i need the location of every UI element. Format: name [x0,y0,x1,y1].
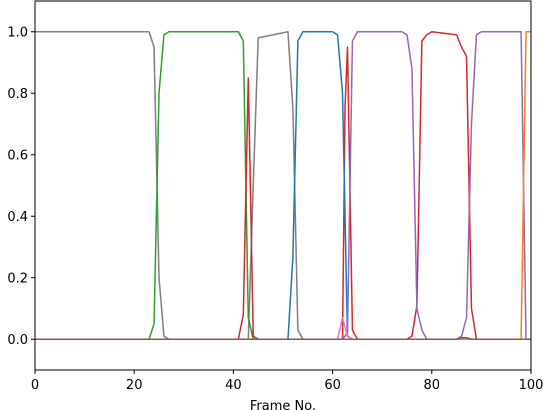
series-line-4 [35,31,531,340]
x-tick-label: 20 [126,378,143,393]
y-tick-label: 1.0 [7,25,28,40]
x-tick-label: 60 [324,378,341,393]
series-line-2 [35,31,531,340]
y-tick-label: 0.2 [7,271,28,286]
series-layer [35,31,531,340]
x-axis: 0 20 40 60 80 100 [31,370,543,393]
y-tick-label: 0.6 [7,148,28,163]
x-tick-label: 0 [31,378,39,393]
x-axis-label: Frame No. [250,399,316,410]
plot-frame [34,0,532,371]
series-line-3 [35,31,531,340]
y-tick-label: 0.0 [7,333,28,348]
y-axis: 0.0 0.2 0.4 0.6 0.8 1.0 [7,25,35,348]
x-tick-label: 40 [225,378,242,393]
x-tick-label: 100 [519,378,543,393]
series-line-1 [35,31,531,340]
x-tick-label: 80 [424,378,441,393]
y-tick-label: 0.4 [7,210,28,225]
series-line-7 [35,31,531,340]
series-line-5 [35,31,531,340]
series-line-6 [35,316,531,340]
y-tick-label: 0.8 [7,87,28,102]
series-line-8 [35,336,531,340]
